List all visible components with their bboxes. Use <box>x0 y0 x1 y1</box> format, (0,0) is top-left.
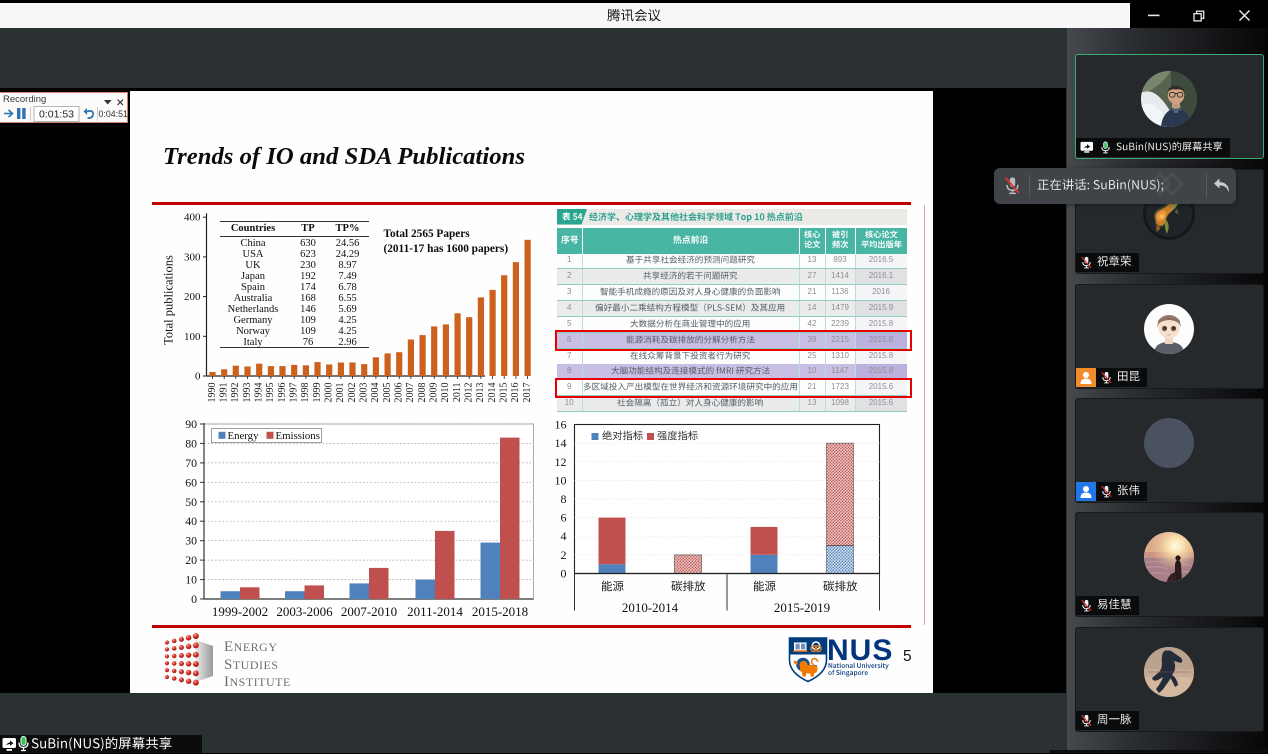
svg-text:1996: 1996 <box>277 383 288 403</box>
svg-text:1995: 1995 <box>265 383 276 403</box>
svg-text:6: 6 <box>561 511 567 525</box>
svg-text:10: 10 <box>185 573 197 587</box>
svg-text:2007: 2007 <box>405 383 416 403</box>
svg-text:1993: 1993 <box>242 383 253 403</box>
svg-text:2011-2014: 2011-2014 <box>407 604 463 619</box>
svg-text:400: 400 <box>184 212 201 224</box>
svg-text:1999-2002: 1999-2002 <box>212 604 268 619</box>
svg-text:2013: 2013 <box>475 383 486 403</box>
svg-text:1999: 1999 <box>312 383 323 403</box>
svg-text:10: 10 <box>555 473 567 487</box>
svg-text:0:01:53: 0:01:53 <box>39 109 74 121</box>
svg-text:2010: 2010 <box>440 383 451 403</box>
svg-text:1992: 1992 <box>230 383 241 403</box>
svg-text:2014: 2014 <box>487 383 498 403</box>
svg-text:1994: 1994 <box>253 383 264 403</box>
svg-text:2015-2019: 2015-2019 <box>774 600 830 615</box>
svg-text:0: 0 <box>191 592 197 606</box>
svg-text:2: 2 <box>561 548 567 562</box>
svg-text:2010-2014: 2010-2014 <box>622 600 679 615</box>
svg-text:2007-2010: 2007-2010 <box>341 604 397 619</box>
svg-text:2009: 2009 <box>428 383 439 403</box>
svg-text:30: 30 <box>185 534 197 548</box>
svg-text:60: 60 <box>185 475 197 489</box>
svg-text:2008: 2008 <box>417 383 428 403</box>
svg-text:70: 70 <box>185 456 197 470</box>
svg-text:2017: 2017 <box>522 383 533 403</box>
svg-text:50: 50 <box>185 495 197 509</box>
svg-text:2003-2006: 2003-2006 <box>276 604 333 619</box>
svg-text:2004: 2004 <box>370 383 381 403</box>
svg-text:2002: 2002 <box>347 383 358 403</box>
svg-text:2006: 2006 <box>393 383 404 403</box>
svg-text:2012: 2012 <box>463 383 474 403</box>
svg-text:8: 8 <box>561 492 567 506</box>
svg-text:Total publications: Total publications <box>162 255 176 345</box>
svg-text:40: 40 <box>185 514 197 528</box>
svg-text:0: 0 <box>561 567 567 581</box>
svg-text:2005: 2005 <box>382 383 393 403</box>
svg-text:300: 300 <box>184 251 201 263</box>
svg-text:90: 90 <box>185 417 197 431</box>
svg-text:200: 200 <box>184 291 201 303</box>
svg-text:2011: 2011 <box>452 383 463 403</box>
svg-text:Emissions: Emissions <box>276 430 320 442</box>
svg-text:14: 14 <box>555 436 567 450</box>
svg-text:2000: 2000 <box>323 383 334 403</box>
svg-text:1997: 1997 <box>288 383 299 403</box>
svg-text:2015-2018: 2015-2018 <box>472 604 528 619</box>
svg-text:1990: 1990 <box>207 383 218 403</box>
svg-text:100: 100 <box>184 331 201 343</box>
svg-text:1991: 1991 <box>218 383 229 403</box>
svg-text:80: 80 <box>185 436 197 450</box>
svg-text:2016: 2016 <box>510 383 521 403</box>
svg-text:2015: 2015 <box>498 383 509 403</box>
svg-text:2001: 2001 <box>335 383 346 403</box>
svg-text:16: 16 <box>555 418 567 432</box>
svg-text:20: 20 <box>185 553 197 567</box>
svg-text:0: 0 <box>195 371 201 383</box>
svg-text:1998: 1998 <box>300 383 311 403</box>
svg-text:2003: 2003 <box>358 383 369 403</box>
svg-text:0:04:51: 0:04:51 <box>99 109 128 119</box>
svg-text:4: 4 <box>561 529 567 543</box>
svg-text:Energy: Energy <box>228 430 260 442</box>
svg-text:12: 12 <box>555 455 567 469</box>
